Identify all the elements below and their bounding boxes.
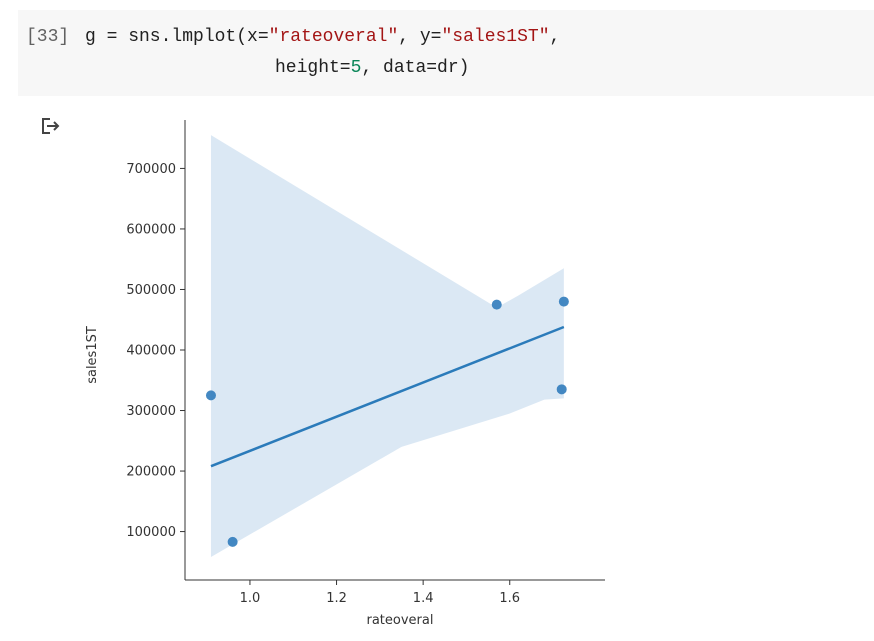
y-axis-label: sales1ST bbox=[85, 326, 100, 384]
y-tick-label: 300000 bbox=[126, 404, 176, 419]
data-point bbox=[558, 296, 569, 307]
regression-line bbox=[210, 325, 565, 468]
code-text: g = sns.lmplot(x= bbox=[85, 27, 269, 47]
x-axis-label: rateoveral bbox=[367, 613, 434, 628]
output-redirect-icon[interactable] bbox=[38, 114, 62, 138]
code-line-1[interactable]: g = sns.lmplot(x="rateoveral", y="sales1… bbox=[85, 26, 560, 48]
y-tick-label: 400000 bbox=[126, 344, 176, 359]
code-text: , data=dr) bbox=[361, 58, 470, 78]
y-tick-label: 200000 bbox=[126, 465, 176, 480]
code-text: , bbox=[549, 27, 561, 47]
code-string-y: "sales1ST" bbox=[441, 27, 550, 47]
code-text: , y= bbox=[398, 27, 442, 47]
y-tick-label: 600000 bbox=[126, 222, 176, 237]
code-string-x: "rateoveral" bbox=[268, 27, 399, 47]
cell-execution-count: [33] bbox=[26, 27, 70, 47]
y-tick-label: 700000 bbox=[126, 162, 176, 177]
code-cell[interactable]: [33] g = sns.lmplot(x="rateoveral", y="s… bbox=[18, 10, 874, 96]
code-text: height= bbox=[275, 58, 351, 78]
data-point bbox=[491, 299, 502, 310]
code-number: 5 bbox=[350, 58, 362, 78]
x-tick-label: 1.2 bbox=[326, 591, 347, 606]
x-tick-label: 1.6 bbox=[499, 591, 520, 606]
code-line-2[interactable]: height=5, data=dr) bbox=[275, 57, 469, 79]
data-point bbox=[556, 384, 567, 395]
x-tick-label: 1.0 bbox=[240, 591, 261, 606]
x-tick-label: 1.4 bbox=[413, 591, 434, 606]
y-tick-label: 500000 bbox=[126, 283, 176, 298]
data-point bbox=[227, 536, 238, 547]
y-tick-label: 100000 bbox=[126, 525, 176, 540]
data-point bbox=[205, 390, 216, 401]
confidence-band bbox=[210, 135, 564, 557]
